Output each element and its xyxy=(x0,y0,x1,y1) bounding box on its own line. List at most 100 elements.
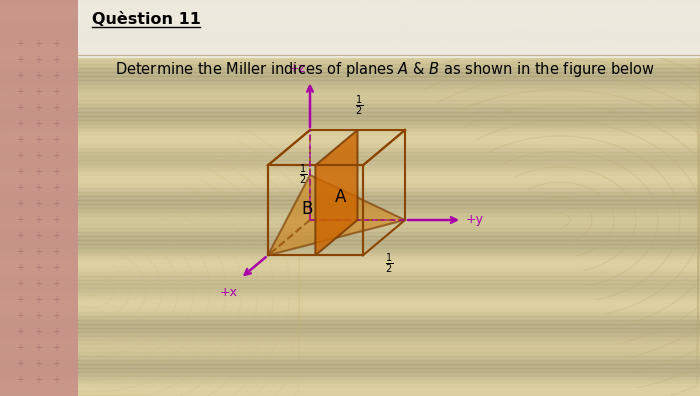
Text: +: + xyxy=(16,71,24,81)
Text: $\frac{1}{2}$: $\frac{1}{2}$ xyxy=(299,163,307,187)
Text: +: + xyxy=(16,295,24,305)
Text: +: + xyxy=(34,55,42,65)
Text: +: + xyxy=(34,359,42,369)
Text: +: + xyxy=(16,103,24,113)
Bar xyxy=(0,376,700,380)
Bar xyxy=(0,92,700,96)
Text: +: + xyxy=(16,215,24,225)
Bar xyxy=(0,0,700,4)
Bar xyxy=(0,108,700,112)
Bar xyxy=(0,72,700,76)
Text: +: + xyxy=(52,199,60,209)
Text: +: + xyxy=(34,263,42,273)
Bar xyxy=(0,208,700,212)
Bar xyxy=(0,296,700,300)
Bar xyxy=(0,100,700,104)
Bar xyxy=(0,12,700,16)
Bar xyxy=(0,68,700,72)
Bar xyxy=(0,188,700,192)
Bar xyxy=(0,96,700,100)
Bar xyxy=(0,88,700,92)
Bar xyxy=(0,264,700,268)
Bar xyxy=(0,336,700,340)
Bar xyxy=(0,56,700,60)
Bar xyxy=(0,292,700,296)
Polygon shape xyxy=(316,130,358,255)
Text: +: + xyxy=(34,343,42,353)
Bar xyxy=(0,124,700,128)
Text: +: + xyxy=(52,119,60,129)
Bar xyxy=(0,144,700,148)
Text: +: + xyxy=(16,343,24,353)
Polygon shape xyxy=(268,175,405,255)
Text: +: + xyxy=(34,311,42,321)
Bar xyxy=(0,224,700,228)
Text: +: + xyxy=(34,167,42,177)
Bar xyxy=(0,364,700,368)
Bar xyxy=(0,280,700,284)
Bar xyxy=(0,324,700,328)
Text: +: + xyxy=(34,39,42,49)
Text: +: + xyxy=(52,247,60,257)
Text: $\frac{1}{2}$: $\frac{1}{2}$ xyxy=(356,94,363,118)
Bar xyxy=(0,204,700,208)
Text: +: + xyxy=(34,327,42,337)
FancyBboxPatch shape xyxy=(0,0,78,396)
Bar xyxy=(0,172,700,176)
Bar xyxy=(0,44,700,48)
Bar xyxy=(0,340,700,344)
Text: +: + xyxy=(16,247,24,257)
Text: +: + xyxy=(16,311,24,321)
Text: +: + xyxy=(52,151,60,161)
Text: +: + xyxy=(16,263,24,273)
Bar xyxy=(0,148,700,152)
Text: Quèstion 11: Quèstion 11 xyxy=(92,12,201,27)
Text: +: + xyxy=(52,295,60,305)
Text: +: + xyxy=(52,215,60,225)
Bar xyxy=(0,16,700,20)
Bar xyxy=(0,388,700,392)
Bar xyxy=(0,196,700,200)
Text: +: + xyxy=(34,103,42,113)
Bar xyxy=(0,156,700,160)
Bar xyxy=(0,248,700,252)
Text: +x: +x xyxy=(220,286,237,299)
Bar xyxy=(0,272,700,276)
Bar xyxy=(0,60,700,64)
Bar xyxy=(0,256,700,260)
Text: +: + xyxy=(16,327,24,337)
Text: +z: +z xyxy=(289,61,306,74)
Text: +: + xyxy=(52,231,60,241)
Text: +: + xyxy=(52,263,60,273)
Bar xyxy=(0,180,700,184)
Bar xyxy=(0,252,700,256)
Text: +: + xyxy=(16,135,24,145)
Text: $\frac{1}{2}$: $\frac{1}{2}$ xyxy=(385,252,393,276)
Bar xyxy=(0,80,700,84)
Bar xyxy=(0,112,700,116)
Bar xyxy=(0,308,700,312)
Bar xyxy=(0,40,700,44)
Bar xyxy=(0,140,700,144)
Bar xyxy=(0,380,700,384)
Bar xyxy=(0,356,700,360)
Bar xyxy=(0,8,700,12)
Bar xyxy=(0,268,700,272)
Bar xyxy=(0,244,700,248)
Bar xyxy=(0,176,700,180)
Text: +: + xyxy=(34,119,42,129)
Bar xyxy=(0,312,700,316)
Bar xyxy=(0,4,700,8)
Bar xyxy=(0,36,700,40)
Bar xyxy=(0,52,700,56)
Bar xyxy=(0,28,700,32)
Bar xyxy=(0,160,700,164)
Text: +: + xyxy=(16,39,24,49)
Text: +: + xyxy=(16,359,24,369)
Text: +: + xyxy=(34,215,42,225)
Bar xyxy=(0,344,700,348)
Bar xyxy=(0,372,700,376)
Bar xyxy=(0,116,700,120)
Bar xyxy=(0,368,700,372)
Bar xyxy=(0,316,700,320)
